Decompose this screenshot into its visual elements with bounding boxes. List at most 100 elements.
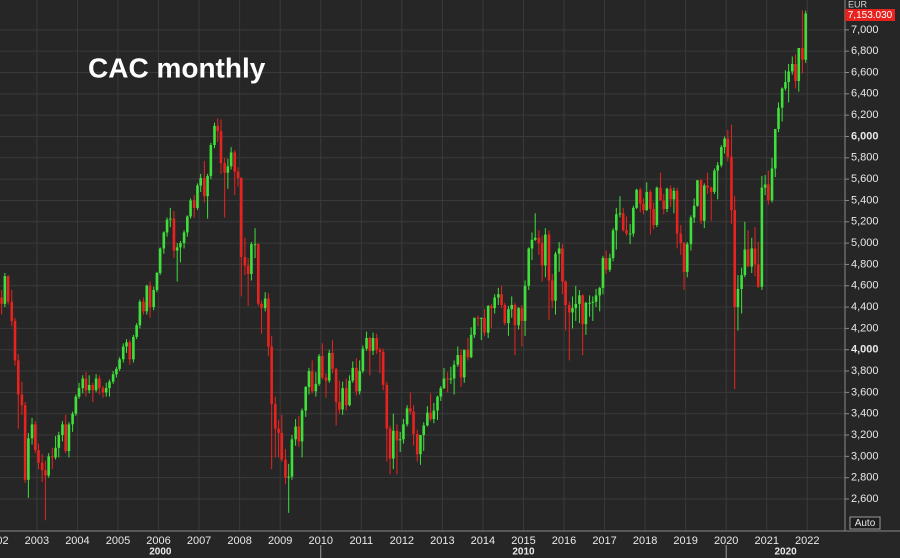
candle-body (324, 377, 328, 381)
y-tick-label: 3,000 (851, 450, 879, 462)
candle-body (321, 356, 324, 378)
y-tick-label: 6,600 (851, 66, 879, 78)
candle-body (436, 396, 439, 411)
candle-body (750, 248, 754, 267)
candle-body (371, 338, 375, 351)
candle-body (209, 145, 213, 176)
candle-body (344, 388, 348, 406)
decade-label: 2010 (512, 547, 535, 558)
candle-body (452, 364, 456, 379)
candle-body (703, 185, 706, 221)
candle-body (405, 408, 409, 425)
candle-body (716, 165, 719, 171)
x-tick-label: 2007 (187, 535, 211, 547)
candle-body (256, 244, 260, 304)
candle-body (743, 249, 747, 276)
candle-body (618, 213, 622, 215)
candle-body (98, 378, 101, 389)
candle-body (91, 384, 95, 391)
x-tick-label: 2016 (552, 535, 576, 547)
x-tick-label: 2021 (755, 535, 779, 547)
y-tick-label: 4,600 (851, 280, 879, 292)
candle-body (236, 171, 240, 179)
candle-body (355, 367, 358, 392)
candle-body (611, 230, 615, 259)
candle-body (777, 107, 780, 130)
candle-body (40, 462, 44, 471)
candle-body (277, 428, 280, 433)
x-tick-label: 2003 (25, 535, 49, 547)
candle-body (101, 388, 105, 393)
candle-body (760, 187, 764, 287)
candle-body (787, 71, 790, 83)
candle-body (233, 152, 237, 172)
axes: 2,600 2,800 3,000 3,200 3,400 3,600 3,800 4,000… (0, 24, 879, 558)
candle-body (713, 170, 716, 192)
candle-body (726, 138, 730, 157)
candle-body (284, 459, 287, 478)
candle-body (459, 355, 463, 378)
candle-body (398, 439, 402, 441)
x-tick-label: 2017 (592, 535, 616, 547)
candle-body (402, 424, 405, 440)
candle-body (108, 381, 111, 389)
candle-body (189, 200, 192, 217)
candle-body (520, 308, 524, 321)
candle-body (115, 368, 118, 375)
candle-body (274, 404, 277, 429)
y-tick-label: 3,800 (851, 365, 879, 377)
candle-body (182, 232, 186, 244)
candle-body (604, 258, 608, 270)
candle-body (118, 359, 121, 369)
candle-body (216, 125, 220, 132)
candle-body (10, 301, 14, 321)
candle-body (348, 380, 351, 406)
candle-body (54, 447, 57, 458)
candle-body (615, 214, 618, 231)
candle-body (682, 243, 686, 272)
candle-body (679, 233, 683, 244)
decade-label: 2020 (774, 547, 797, 558)
candle-body (706, 185, 709, 188)
candle-body (87, 384, 91, 391)
y-tick-label: 4,200 (851, 322, 879, 334)
candle-body (263, 298, 267, 309)
candle-body (331, 352, 334, 369)
candle-body (422, 425, 426, 436)
candle-body (574, 303, 578, 309)
candle-body (148, 285, 152, 308)
candle-body (557, 248, 561, 254)
candle-body (635, 189, 638, 208)
candle-body (61, 424, 64, 436)
auto-button[interactable] (849, 516, 881, 530)
candle-body (71, 413, 74, 425)
candle-body (30, 424, 34, 439)
candle-body (601, 258, 605, 288)
candle-body (20, 394, 24, 406)
candle-body (669, 188, 672, 200)
x-tick-label: 2015 (511, 535, 535, 547)
y-tick-label: 4,000 (851, 344, 879, 356)
x-tick-label: 2022 (795, 535, 819, 547)
candle-body (206, 175, 209, 197)
candle-body (709, 187, 713, 192)
candle-body (462, 349, 466, 378)
candle-body (429, 412, 432, 420)
candle-body (132, 336, 135, 360)
candle-body (74, 396, 78, 414)
candle-body (239, 178, 243, 257)
y-tick-label: 3,400 (851, 408, 879, 420)
candle-body (267, 298, 270, 347)
candle-body (358, 371, 361, 392)
candle-body (338, 401, 341, 410)
candle-body (540, 243, 544, 266)
candle-body (13, 320, 17, 361)
candle-body (567, 304, 571, 313)
candle-body (111, 374, 115, 382)
candle-body (23, 405, 27, 480)
candle-body (530, 239, 534, 249)
candle-body (544, 234, 547, 266)
candle-body (121, 346, 125, 360)
auto-button-label[interactable]: Auto (855, 518, 876, 529)
candle-body (571, 308, 574, 313)
